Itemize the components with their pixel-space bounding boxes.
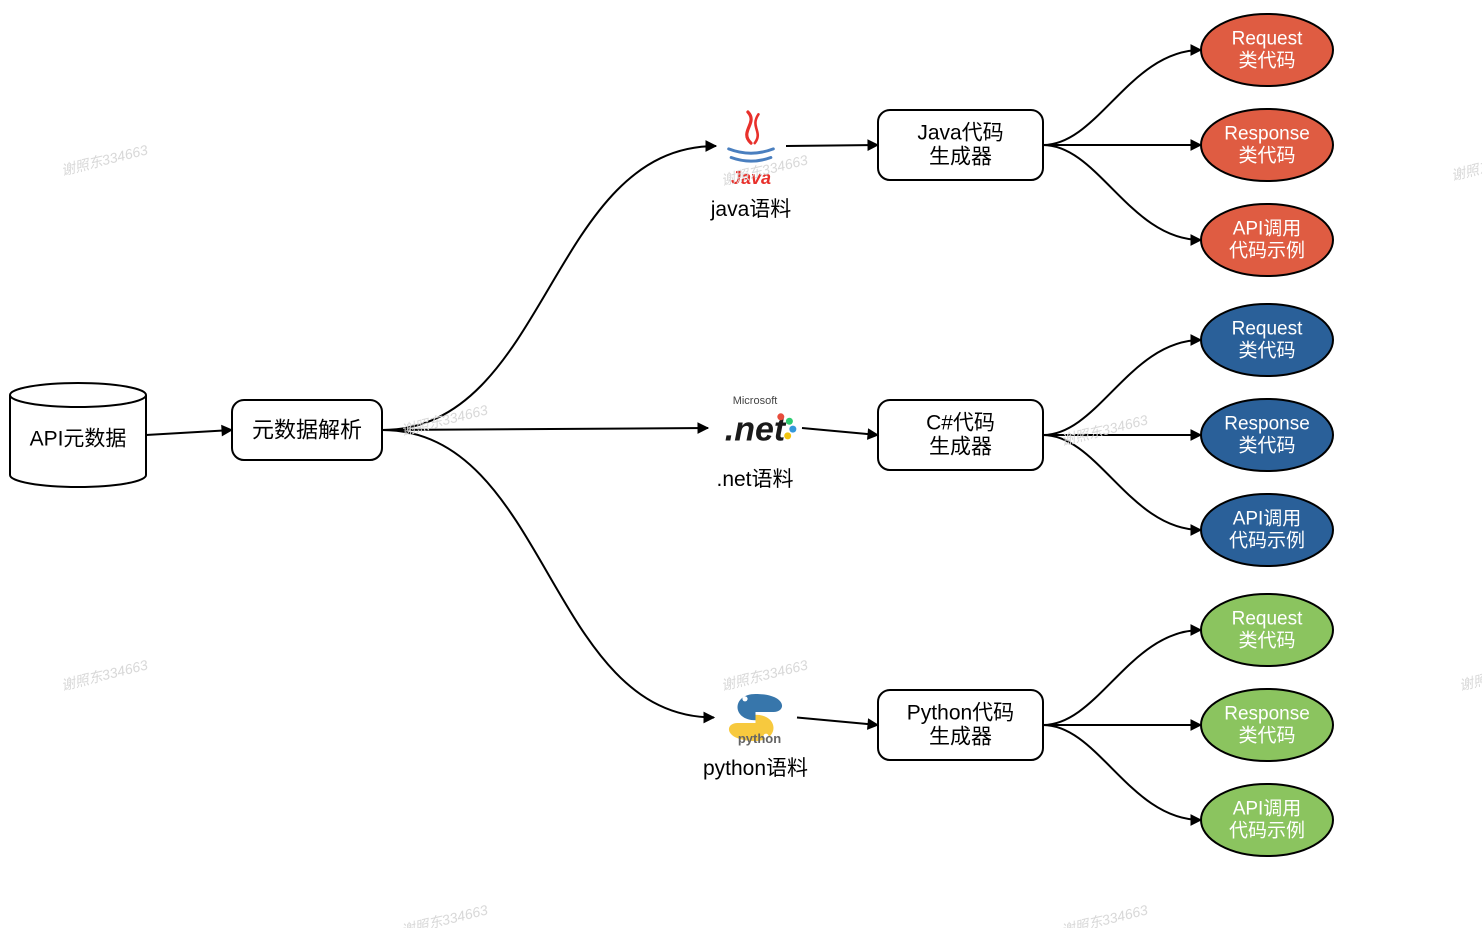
node-out_cs_req: Request类代码 (1201, 304, 1333, 376)
node-out_java_req: Request类代码 (1201, 14, 1333, 86)
edge-gj-api (1043, 145, 1201, 240)
java-logo-word: Java (731, 168, 771, 188)
java-caption: java语料 (710, 198, 792, 221)
node-gen_cs: C#代码生成器 (878, 400, 1043, 470)
node-out_cs_api: API调用代码示例 (1201, 494, 1333, 566)
edge-parser-py (382, 430, 714, 718)
node-label-text: Response (1224, 414, 1310, 435)
microsoft-label: Microsoft (733, 395, 778, 407)
python-word: python (738, 731, 781, 746)
diagram-canvas: API元数据 元数据解析 Java java语料 Microsoft.net.net语料… (0, 0, 1482, 928)
node-label-text: Response (1224, 704, 1310, 725)
python-caption: python语料 (703, 757, 808, 780)
node-label-text: 代码示例 (1229, 239, 1305, 261)
node-label-text: 生成器 (929, 726, 992, 749)
node-out_java_res: Response类代码 (1201, 109, 1333, 181)
edge-db-parser (146, 430, 232, 435)
node-label-text: 类代码 (1238, 144, 1295, 166)
node-out_cs_res: Response类代码 (1201, 399, 1333, 471)
node-label-text: 类代码 (1238, 724, 1295, 746)
node-label-text: 元数据解析 (252, 418, 362, 443)
node-label-text: API元数据 (30, 428, 127, 451)
node-out_java_api: API调用代码示例 (1201, 204, 1333, 276)
node-label-text: API调用 (1233, 508, 1302, 530)
node-label-text: Response (1224, 124, 1310, 145)
edge-parser-net (382, 428, 708, 430)
edge-parser-java (382, 146, 716, 430)
node-java_logo: Java java语料 (710, 112, 792, 221)
node-label-text: API调用 (1233, 218, 1302, 240)
node-label-text: 生成器 (929, 436, 992, 459)
node-gen_java: Java代码生成器 (878, 110, 1043, 180)
node-parser: 元数据解析 (232, 400, 382, 460)
net-caption: .net语料 (716, 468, 793, 491)
edge-java-gen (786, 145, 878, 146)
node-out_py_api: API调用代码示例 (1201, 784, 1333, 856)
edge-gp-req (1043, 630, 1201, 725)
node-gen_py: Python代码生成器 (878, 690, 1043, 760)
node-label-text: 类代码 (1238, 339, 1295, 361)
node-py_logo: python python语料 (703, 694, 808, 780)
edge-net-gen (802, 428, 878, 435)
edge-py-gen (797, 718, 878, 726)
node-out_py_res: Response类代码 (1201, 689, 1333, 761)
node-label-text: Request (1232, 29, 1303, 50)
node-label-text: C#代码 (926, 411, 995, 434)
node-label-text: API调用 (1233, 798, 1302, 820)
node-label-text: Request (1232, 609, 1303, 630)
node-label-text: Python代码 (907, 701, 1014, 724)
node-label-text: 代码示例 (1229, 819, 1305, 841)
node-net_logo: Microsoft.net.net语料 (716, 395, 796, 491)
node-label-text: 类代码 (1238, 434, 1295, 456)
node-db: API元数据 (10, 383, 146, 487)
node-label-text: 类代码 (1238, 49, 1295, 71)
node-out_py_req: Request类代码 (1201, 594, 1333, 666)
node-label-text: 生成器 (929, 146, 992, 169)
node-label-text: 代码示例 (1229, 529, 1305, 551)
edge-gc-req (1043, 340, 1201, 435)
node-label-text: Request (1232, 319, 1303, 340)
edge-gp-api (1043, 725, 1201, 820)
edge-gc-api (1043, 435, 1201, 530)
node-label-text: 类代码 (1238, 629, 1295, 651)
edge-gj-req (1043, 50, 1201, 145)
node-label-text: Java代码 (917, 121, 1003, 144)
